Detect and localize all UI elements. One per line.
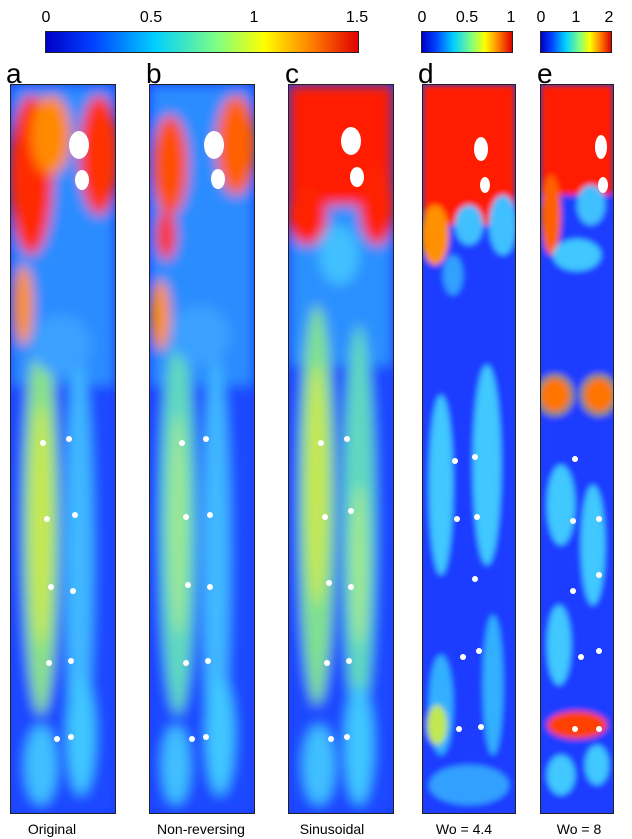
colorbar-3-tick-1: 1 bbox=[571, 9, 581, 26]
colorbar-1-tick-0: 0 bbox=[41, 9, 51, 26]
panel-c-letter: c bbox=[285, 58, 299, 89]
colorbar-2-tick-0: 0 bbox=[417, 9, 427, 26]
colorbar-2 bbox=[421, 31, 513, 53]
panel-a-letter: a bbox=[6, 58, 22, 89]
panel-e-letter: e bbox=[537, 58, 553, 89]
colorbar-3 bbox=[540, 31, 612, 53]
colorbar-1-tick-1: 0.5 bbox=[139, 9, 163, 26]
panel-e-caption: Wo = 8 bbox=[556, 821, 602, 837]
panel-c-heatmap bbox=[288, 84, 394, 814]
panel-d-heatmap bbox=[422, 84, 516, 814]
panel-e-heatmap bbox=[540, 84, 614, 814]
panel-d-letter: d bbox=[418, 58, 434, 89]
colorbar-1-tick-3: 1.5 bbox=[345, 9, 369, 26]
colorbar-2-tick-1: 0.5 bbox=[455, 9, 479, 26]
colorbar-1 bbox=[45, 31, 359, 53]
colorbar-2-tick-2: 1 bbox=[506, 9, 516, 26]
colorbar-3-tick-0: 0 bbox=[536, 9, 546, 26]
colorbar-3-tick-2: 2 bbox=[604, 9, 614, 26]
colorbar-1-tick-2: 1 bbox=[249, 9, 259, 26]
panel-b-heatmap bbox=[149, 84, 255, 814]
panel-b-letter: b bbox=[146, 58, 162, 89]
panel-b-caption: Non-reversing bbox=[157, 821, 245, 837]
panel-c-caption: Sinusoidal bbox=[299, 821, 365, 837]
panel-a-caption: Original bbox=[27, 821, 77, 837]
panel-a-heatmap bbox=[10, 84, 116, 814]
panel-d-caption: Wo = 4.4 bbox=[435, 821, 493, 837]
